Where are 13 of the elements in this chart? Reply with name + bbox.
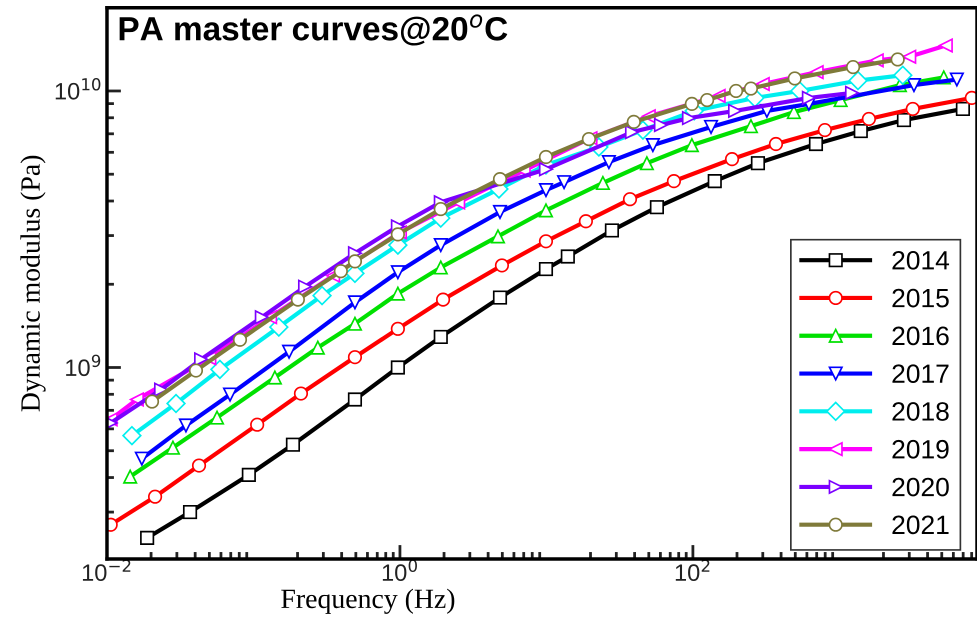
legend-label: 2016 (892, 326, 949, 346)
y-axis-title: Dynamic modulus (Pa) (20, 156, 46, 412)
legend-label: 2015 (892, 288, 949, 308)
y-tick-label: 10$^{10}$ (56, 78, 100, 100)
legend-label: 2017 (892, 364, 949, 384)
legend-label: 2014 (892, 250, 950, 270)
legend-label: 2019 (892, 440, 949, 459)
legend-label: 2020 (892, 478, 949, 496)
chart-title: PA master curves@20$^{o}$C (120, 14, 508, 46)
legend-label: 2021 (892, 516, 949, 534)
x-axis-title: Frequency (Hz) (281, 588, 454, 614)
y-tick-label: 10$^{9}$ (66, 354, 100, 376)
legend-label: 2018 (892, 402, 949, 421)
